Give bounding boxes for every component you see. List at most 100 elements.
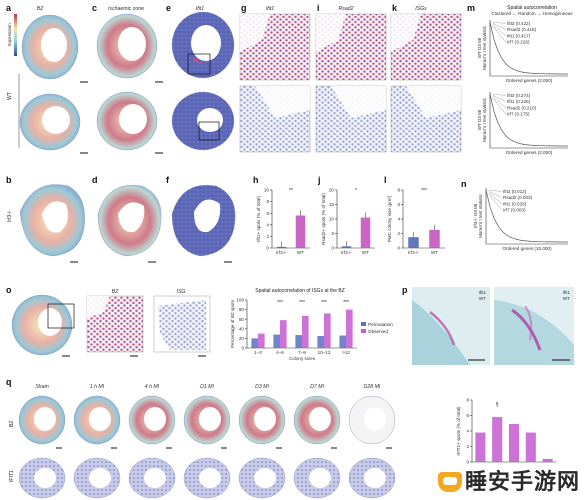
y-tick-label: 8	[466, 398, 469, 403]
x-axis-label: Ordered genes (10,000)	[502, 246, 552, 251]
y-tick-label: 2	[397, 231, 400, 236]
tissue-gap	[87, 296, 110, 318]
gamepad-logo-icon	[437, 472, 462, 492]
heart-section-c-bottom	[96, 91, 158, 151]
heart-section-o	[11, 294, 73, 356]
significance-mark: ***	[299, 300, 305, 306]
bar-Observed->12	[346, 309, 353, 348]
bar-Observed-1–3	[258, 333, 265, 348]
y-axis-label: Moran's I test statistic	[482, 25, 487, 70]
panel-c-title: Ischaemic zone	[108, 6, 144, 12]
y-axis-label: WT D3 MI	[477, 38, 482, 59]
leader-line	[492, 95, 507, 102]
heart-section-c-top	[96, 13, 158, 79]
x-tick-label: Irf3-/-	[341, 250, 352, 255]
panel-q-label: q	[6, 377, 12, 387]
y-tick-label: 80	[239, 307, 245, 312]
legend-label: Permutation	[368, 322, 393, 327]
heart-section-d	[97, 184, 162, 257]
panel-i-label: i	[317, 3, 320, 13]
panel-o-subtitle-isg: ISG	[177, 289, 186, 295]
leader-line	[492, 98, 507, 115]
zoom-box	[198, 121, 220, 141]
y-tick-label: 0	[266, 246, 269, 251]
ventricle-lumen	[144, 407, 166, 431]
tissue-gap	[331, 86, 386, 118]
panel-m-label: m	[467, 3, 475, 13]
heart-section-b	[19, 184, 85, 257]
gene-entry: Irf7 (0.226)	[507, 40, 530, 45]
ventricle-lumen	[364, 468, 386, 488]
ventricle-lumen	[89, 468, 111, 488]
panel-e-title: Ifit1	[196, 6, 204, 12]
x-tick-label: Irf3-/-	[276, 250, 287, 255]
y-tick-label: 40	[239, 326, 245, 331]
panel-o-chart-title: Spatial autocorrelation of ISGs at the B…	[255, 288, 345, 294]
ifit1-stain-bottom	[494, 287, 574, 365]
bar-4 h MI	[508, 424, 520, 462]
leader-line	[492, 26, 507, 43]
y-tick-label: 4	[466, 429, 469, 434]
ventricle-lumen	[364, 407, 386, 431]
ventricle-lumen	[34, 468, 56, 488]
leader-line	[488, 189, 503, 192]
y-tick-label: 8	[266, 199, 269, 204]
bar-Permutation-10–12	[317, 336, 324, 348]
ventricle-lumen	[254, 468, 276, 488]
significance-mark: ***	[343, 300, 349, 306]
y-tick-label: 100	[236, 298, 244, 303]
bar-Irf3-/-	[408, 237, 419, 248]
panel-e-label: e	[166, 3, 171, 13]
timepoint-label: D1 MI	[200, 384, 214, 390]
gene-entry: Rsad2 (0.210)	[507, 105, 537, 110]
y-tick-label: 10	[264, 188, 270, 193]
significance-mark: ***	[277, 300, 283, 306]
panel-k-label: k	[392, 3, 398, 13]
timepoint-label: Sham	[35, 384, 49, 390]
gene-entry: Ifit1 (0.417)	[507, 33, 531, 38]
y-tick-label: 2	[466, 444, 469, 449]
heart-section-a-top	[21, 14, 79, 80]
ventricle-lumen	[34, 407, 56, 431]
colorbar-label: Expression	[7, 23, 12, 46]
ventricle-lumen	[199, 407, 221, 431]
y-tick-label: 2	[266, 234, 269, 239]
panel-h-label: h	[253, 175, 259, 185]
bar-1 h MI	[492, 417, 503, 462]
zoom-box	[47, 303, 75, 329]
bar-Observed-7–9	[302, 315, 309, 348]
ventricle-lumen	[309, 468, 331, 488]
stain-top-label: Ifit1	[479, 290, 487, 295]
x-axis-label: Ordered genes (2,000)	[506, 78, 553, 83]
x-tick-label: 10–12	[318, 350, 331, 355]
significance-mark: §	[496, 402, 499, 408]
gene-entry: Ifit1 (0.226)	[507, 99, 531, 104]
panel-p-label: p	[402, 285, 408, 295]
panel-m-subtitle: Clustered ← Random → Homogeneous	[491, 11, 573, 16]
bar-Permutation-1–3	[251, 338, 258, 348]
bar-WT	[360, 217, 371, 248]
y-axis-label: Ifit1+ spots (% of total)	[256, 196, 261, 242]
gene-entry: Irf7 (0.003)	[503, 208, 526, 213]
leader-line	[488, 191, 503, 198]
y-tick-label: 6	[466, 413, 469, 418]
y-axis-label: Moran's I test statistic	[482, 97, 487, 142]
panel-d-label: d	[92, 175, 98, 185]
y-axis-label: IFIT1+ spots (% of total)	[456, 406, 461, 456]
timepoint-label: 4 h MI	[145, 384, 160, 390]
significance-mark: ***	[321, 300, 327, 306]
y-axis-label: Irf3-/- D3 MI	[473, 204, 478, 229]
significance-mark: ***	[421, 188, 427, 194]
site-watermark: 睡安手游网	[437, 464, 580, 496]
panel-c-label: c	[92, 3, 97, 13]
gene-entry: Rsad2 (0.418)	[507, 27, 537, 32]
panel-b-label: b	[6, 175, 12, 185]
y-tick-label: 0	[331, 246, 334, 251]
y-tick-label: 5	[331, 231, 334, 236]
x-tick-label: 4–6	[276, 350, 284, 355]
gene-entry: Ifit3 (0.274)	[507, 93, 531, 98]
panel-g-title: Ifit1	[266, 6, 274, 12]
